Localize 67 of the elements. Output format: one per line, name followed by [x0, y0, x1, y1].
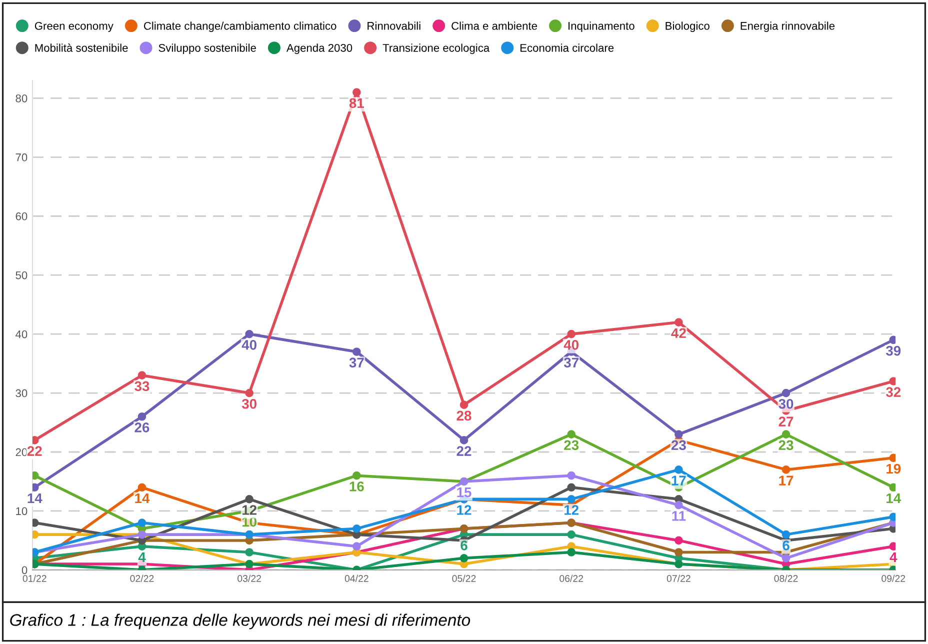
data-label: 23 — [564, 440, 579, 450]
data-label: 23 — [778, 440, 794, 450]
data-label: 14 — [886, 493, 902, 504]
text: Grafico 1 : La frequenza delle keywords nei mesi di riferimento — [10, 614, 470, 630]
data-label: 22 — [456, 446, 472, 456]
data-label: 10 — [242, 516, 256, 527]
data-label: 6 — [460, 540, 468, 550]
y-tick-label: 0 — [22, 566, 28, 574]
data-label: 12 — [242, 505, 256, 515]
data-label: 26 — [134, 422, 150, 432]
legend-label: Clima e ambiente — [452, 22, 538, 30]
legend-label: Mobilità sostenibile — [35, 44, 128, 52]
data-label: 30 — [778, 398, 794, 409]
data-label: 30 — [242, 398, 256, 409]
x-tick-label: 06/22 — [560, 574, 584, 582]
legend-label: Rinnovabili — [368, 22, 420, 30]
x-tick-label: 05/22 — [452, 574, 476, 582]
legend-label: Inquinamento — [568, 22, 634, 32]
y-tick-label: 80 — [16, 94, 28, 102]
y-tick-label: 70 — [16, 153, 28, 162]
x-tick-label: 02/22 — [130, 574, 154, 582]
data-label: 12 — [457, 505, 472, 515]
data-label: 12 — [564, 505, 579, 515]
data-label: 81 — [349, 98, 364, 108]
data-label: 33 — [134, 381, 150, 392]
data-label: 23 — [671, 440, 686, 450]
y-tick-label: 10 — [16, 507, 28, 516]
x-tick-label: 08/22 — [774, 574, 798, 582]
y-tick-label: 40 — [16, 330, 28, 338]
x-tick-label: 04/22 — [344, 574, 368, 582]
data-label: 17 — [672, 476, 686, 486]
data-label: 14 — [135, 493, 150, 504]
x-tick-label: 03/22 — [238, 574, 261, 582]
data-label: 22 — [27, 446, 42, 456]
data-label: 40 — [242, 340, 256, 350]
data-label: 19 — [886, 464, 901, 474]
data-label: 37 — [349, 358, 364, 368]
data-label: 4 — [138, 552, 146, 562]
legend-label: Transizione ecologica — [382, 44, 490, 54]
legend-label: Energia rinnovabile — [740, 22, 835, 32]
data-label: 39 — [886, 346, 901, 356]
x-tick-label: 01/22 — [22, 574, 46, 582]
data-label: 37 — [564, 358, 578, 368]
y-tick-label: 60 — [16, 212, 28, 220]
data-label: 6 — [782, 540, 790, 550]
data-label: 28 — [456, 410, 472, 421]
data-label: 32 — [886, 387, 901, 398]
legend-label: Economia circolare — [520, 44, 614, 52]
data-label: 15 — [457, 488, 472, 498]
data-label: 17 — [779, 476, 794, 486]
legend-label: Biologico — [666, 22, 710, 32]
legend-label: Climate change/cambiamento climatico — [144, 22, 336, 32]
legend-label: Agenda 2030 — [286, 44, 352, 54]
legend-label: Green economy — [34, 22, 114, 32]
x-tick-label: 09/22 — [882, 574, 906, 582]
data-label: 42 — [671, 328, 686, 338]
data-label: 27 — [778, 416, 794, 426]
data-label: 16 — [350, 482, 364, 492]
data-label: 40 — [564, 340, 578, 350]
x-tick-label: 07/22 — [666, 574, 690, 582]
data-label: 14 — [28, 493, 42, 504]
data-label: 4 — [890, 552, 898, 562]
y-tick-label: 20 — [16, 448, 28, 456]
y-tick-label: 30 — [16, 389, 28, 398]
data-label: 11 — [672, 511, 686, 521]
legend-label: Sviluppo sostenibile — [158, 44, 256, 54]
y-tick-label: 50 — [16, 271, 28, 280]
